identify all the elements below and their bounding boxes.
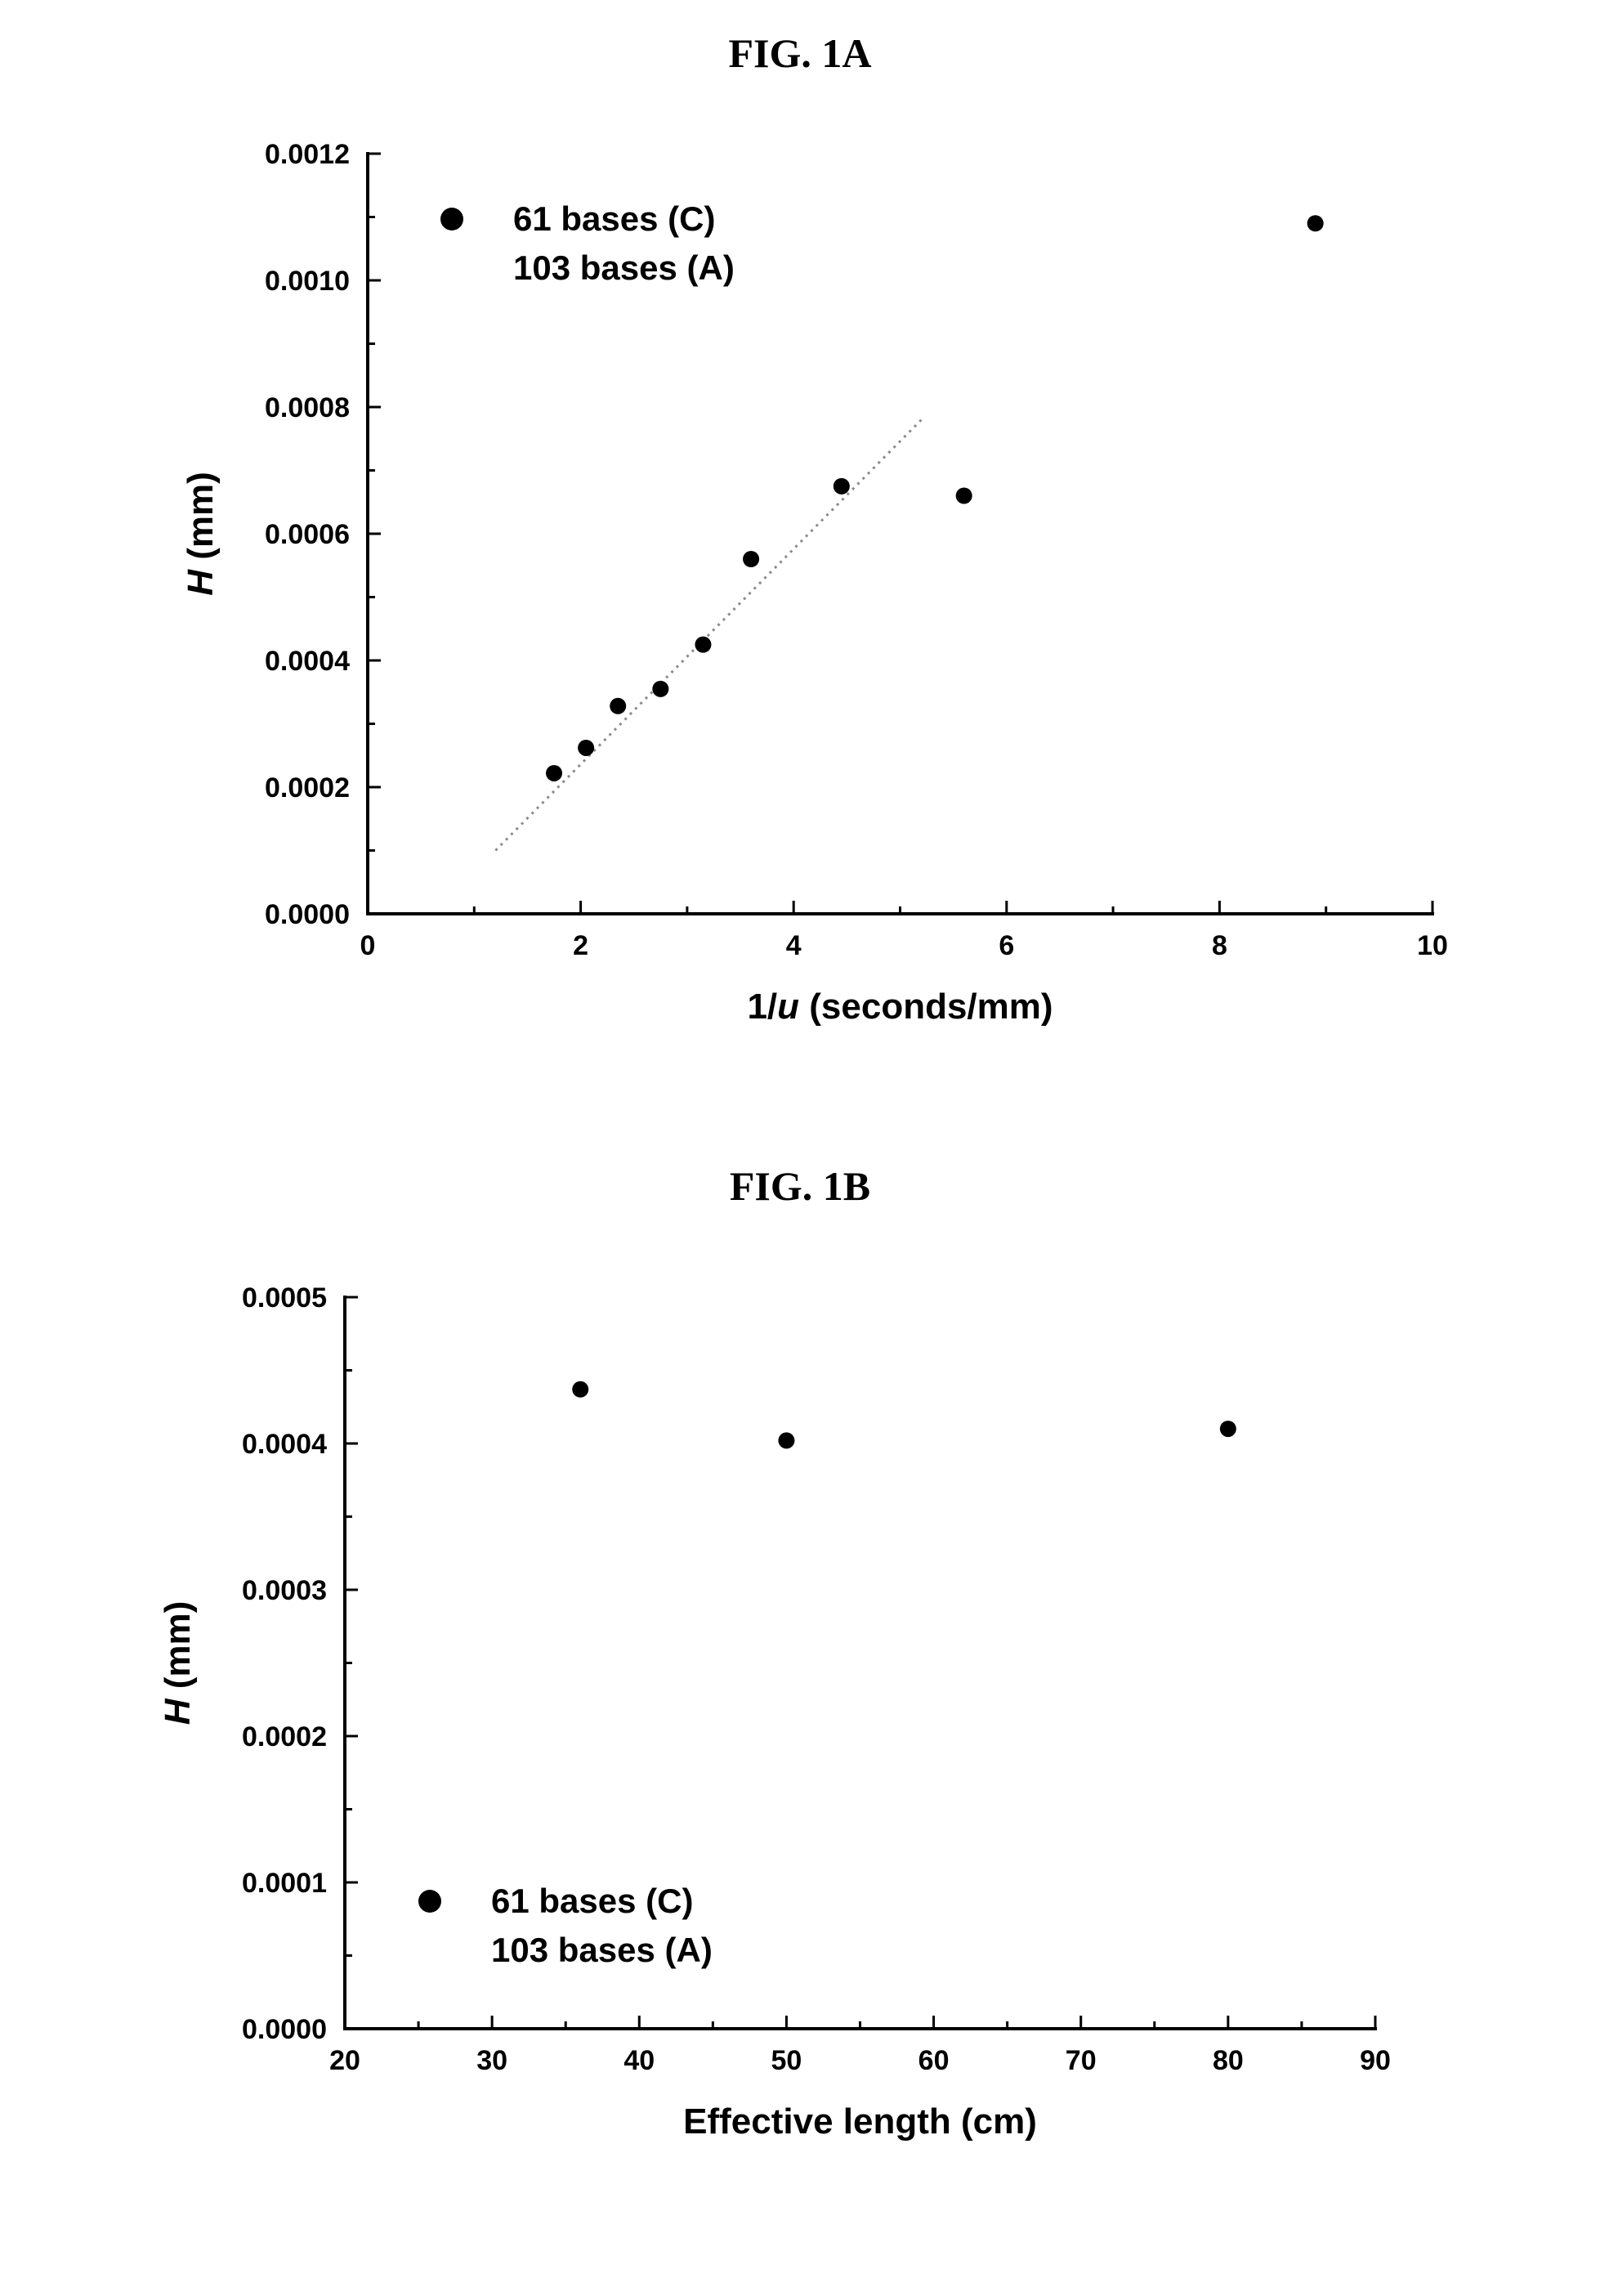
x-tick-label: 20: [329, 2045, 360, 2076]
data-point: [1307, 215, 1324, 231]
legend-entry: 103 bases (A): [491, 1931, 713, 1969]
data-point: [778, 1432, 794, 1448]
x-tick-label: 6: [999, 930, 1014, 961]
y-tick-label: 0.0003: [242, 1575, 327, 1606]
data-point: [695, 637, 711, 653]
data-point: [610, 698, 626, 714]
data-point: [546, 765, 562, 781]
fig-1a-title: FIG. 1A: [729, 30, 872, 76]
data-point: [834, 478, 850, 495]
y-tick-label: 0.0008: [265, 392, 350, 423]
y-tick-label: 0.0005: [242, 1282, 327, 1314]
x-tick-label: 10: [1417, 930, 1448, 961]
legend-entry: 61 bases (C): [491, 1882, 693, 1920]
y-axis-label: H (mm): [158, 1601, 198, 1725]
legend-entry: 61 bases (C): [513, 199, 715, 238]
x-tick-label: 70: [1066, 2045, 1097, 2076]
y-tick-label: 0.0000: [242, 2014, 327, 2045]
legend: 61 bases (C) 103 bases (A): [418, 1882, 713, 1969]
y-tick-label: 0.0012: [265, 139, 350, 170]
data-point: [1220, 1421, 1236, 1437]
y-tick-label: 0.0000: [265, 899, 350, 930]
data-point: [743, 551, 759, 567]
fig-1b-title: FIG. 1B: [730, 1163, 870, 1209]
y-tick-label: 0.0001: [242, 1868, 327, 1899]
legend-marker: [418, 1890, 441, 1913]
x-tick-label: 4: [786, 930, 802, 961]
x-tick-label: 0: [360, 930, 376, 961]
x-tick-label: 40: [623, 2045, 655, 2076]
data-point: [956, 488, 972, 504]
data-point: [578, 740, 594, 756]
x-tick-label: 30: [476, 2045, 507, 2076]
x-tick-label: 60: [918, 2045, 950, 2076]
y-tick-label: 0.0004: [242, 1429, 327, 1460]
x-tick-label: 90: [1360, 2045, 1391, 2076]
x-tick-label: 50: [771, 2045, 802, 2076]
data-point: [572, 1381, 588, 1398]
x-tick-label: 80: [1213, 2045, 1244, 2076]
legend-entry: 103 bases (A): [513, 248, 735, 287]
y-tick-label: 0.0002: [265, 772, 350, 803]
chart-fig-1a: 0 2 4 6 8 10 0.0000 0.0002 0.0004 0.0006 0.0008 0.0…: [181, 139, 1448, 1027]
chart-fig-1b: 20 30 40 50 60 70 80 90 0.0000 0.0001 0.0002 0.0003…: [158, 1282, 1391, 2142]
y-tick-label: 0.0010: [265, 266, 350, 297]
x-tick-label: 8: [1212, 930, 1227, 961]
y-tick-label: 0.0004: [265, 646, 350, 677]
x-axis-label: Effective length (cm): [683, 2101, 1037, 2142]
x-tick-label: 2: [573, 930, 588, 961]
legend-marker: [440, 208, 463, 230]
y-tick-label: 0.0006: [265, 519, 350, 550]
data-point: [652, 681, 668, 697]
y-tick-label: 0.0002: [242, 1721, 327, 1752]
fit-line: [495, 420, 921, 851]
y-axis-label: H (mm): [181, 472, 221, 596]
x-axis-label: 1/u (seconds/mm): [747, 987, 1053, 1027]
legend: 61 bases (C) 103 bases (A): [440, 199, 735, 287]
